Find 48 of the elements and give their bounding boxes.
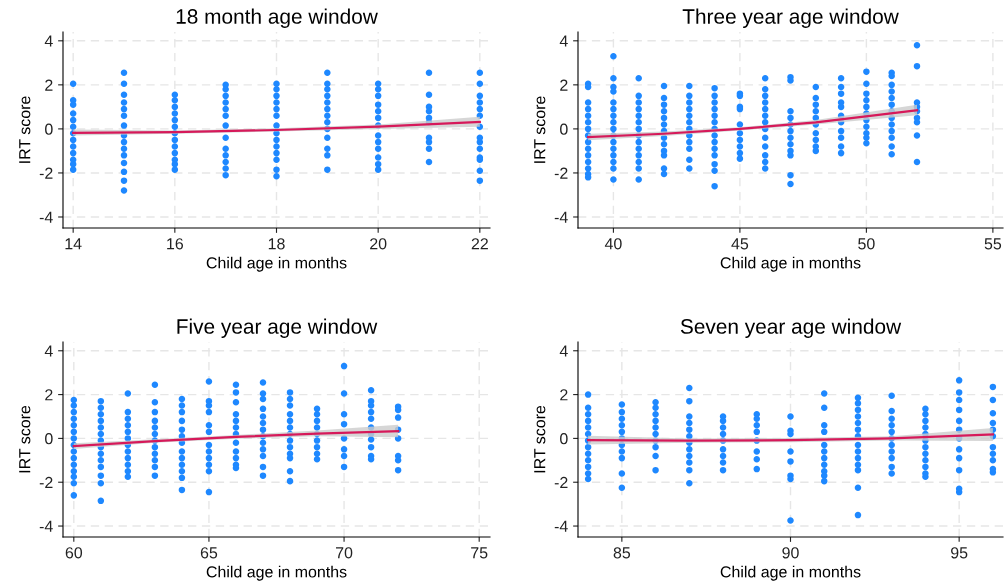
y-tick-label: 0 [45,433,53,445]
y-tick-label: -2 [554,167,568,179]
y-tick-label: 0 [560,433,568,445]
y-axis-title: IRT score [534,96,546,163]
y-tick-label: 4 [559,345,568,357]
x-tick-label: 75 [471,547,488,559]
chart-title: Three year age window [682,8,899,28]
x-tick-label: 65 [200,547,218,559]
y-tick-label: -4 [39,520,53,532]
x-tick-label: 45 [731,238,749,250]
x-tick-label: 22 [471,238,488,250]
x-tick-label: 50 [858,238,875,250]
y-tick-label: 0 [45,123,53,135]
y-tick-label: -2 [39,167,53,179]
y-tick-label: 4 [44,35,53,47]
y-tick-label: 4 [559,35,568,47]
x-tick-label: 18 [268,238,285,250]
x-tick-label: 70 [336,547,353,559]
y-tick-label: 4 [44,345,53,357]
chart-title: 18 month age window [176,8,378,28]
y-tick-label: 2 [560,389,568,401]
y-tick-label: -2 [554,476,568,489]
x-tick-label: 85 [613,547,631,559]
x-tick-label: 16 [167,238,184,250]
chart-title: Seven year age window [680,318,902,338]
y-tick-label: 2 [45,79,53,91]
x-tick-label: 95 [951,547,968,559]
x-tick-label: 20 [370,238,387,250]
x-tick-label: 40 [604,238,622,250]
y-tick-label: 2 [560,79,568,91]
y-tick-label: -2 [39,476,53,489]
y-axis-title: IRT score [534,405,546,473]
y-axis-title: IRT score [19,405,31,473]
x-tick-label: 14 [65,238,82,250]
y-axis-title: IRT score [19,96,31,163]
x-axis-title: Child age in months [720,565,861,581]
x-tick-label: 55 [984,238,1002,250]
y-tick-label: 0 [560,123,568,135]
y-tick-label: -4 [39,211,53,223]
x-axis-title: Child age in months [206,565,347,581]
y-tick-label: -4 [554,520,568,532]
x-axis-title: Child age in months [720,256,861,272]
x-tick-label: 90 [782,547,799,559]
x-tick-label: 60 [65,547,83,559]
y-tick-label: -4 [554,211,568,223]
x-axis-title: Child age in months [206,256,347,272]
chart-title: Five year age window [177,318,378,338]
y-tick-label: 2 [45,389,53,401]
